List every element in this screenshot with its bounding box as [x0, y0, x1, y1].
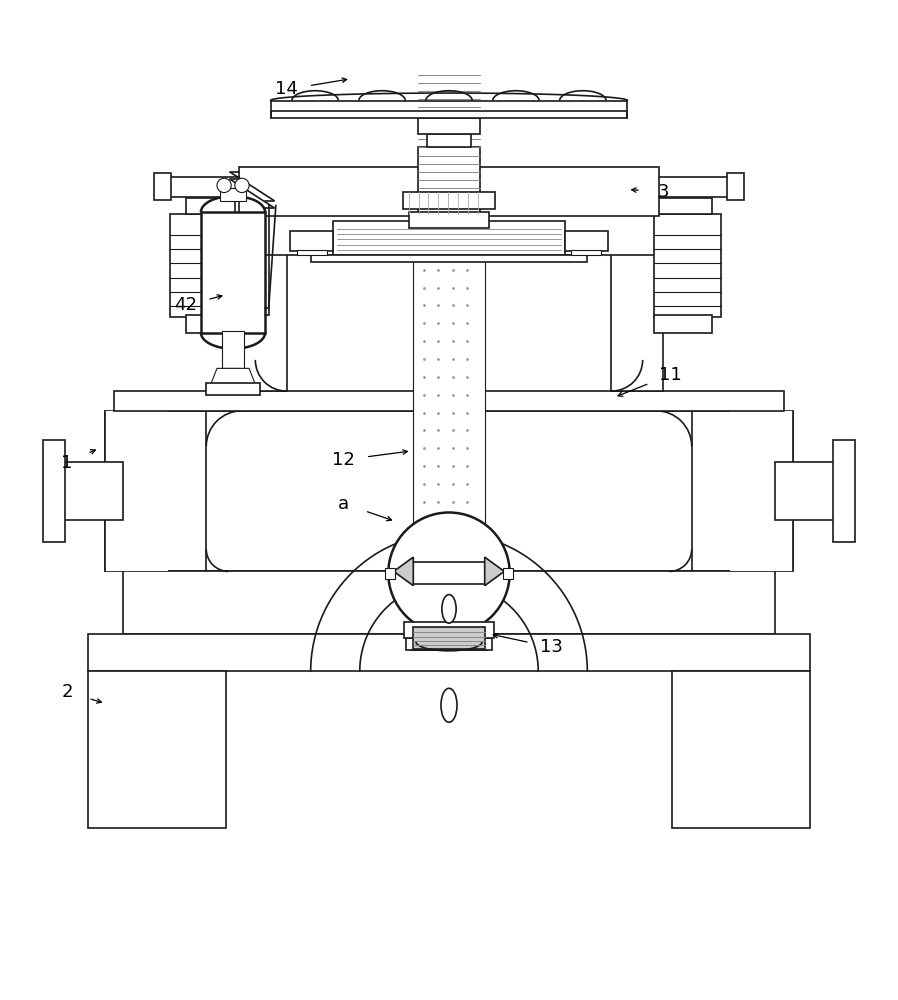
Bar	[565, 231, 608, 251]
Bar	[170, 214, 243, 317]
Polygon shape	[485, 557, 505, 586]
Bar	[270, 111, 628, 118]
Bar	[775, 462, 837, 520]
Text: a: a	[339, 495, 349, 513]
Circle shape	[388, 512, 510, 634]
Text: 1: 1	[61, 454, 73, 472]
Bar	[105, 411, 168, 571]
Bar	[418, 118, 480, 134]
Bar	[418, 147, 480, 214]
Bar	[404, 622, 494, 638]
Bar	[413, 627, 485, 649]
Circle shape	[234, 178, 249, 193]
Bar	[333, 221, 565, 255]
Bar	[123, 571, 775, 634]
Bar	[239, 167, 659, 216]
Bar	[655, 214, 721, 317]
Bar	[88, 671, 226, 828]
Ellipse shape	[441, 688, 457, 722]
Bar	[832, 440, 855, 542]
Bar	[406, 638, 492, 650]
Bar	[571, 250, 601, 255]
Bar	[88, 634, 810, 671]
Bar	[384, 568, 395, 579]
Bar	[655, 315, 712, 333]
Polygon shape	[393, 557, 413, 586]
Bar	[234, 214, 286, 391]
Bar	[61, 462, 123, 520]
Bar	[402, 192, 496, 209]
Bar	[186, 198, 234, 214]
Bar	[612, 214, 664, 391]
Bar	[413, 255, 485, 571]
Bar	[154, 173, 171, 200]
Bar	[114, 391, 784, 411]
Bar	[730, 411, 793, 571]
Bar	[655, 198, 712, 214]
Text: 12: 12	[332, 451, 355, 469]
Bar	[186, 315, 234, 333]
Bar	[409, 212, 489, 228]
Text: 11: 11	[659, 366, 682, 384]
Text: 42: 42	[174, 296, 198, 314]
Bar	[43, 440, 66, 542]
Bar	[503, 568, 514, 579]
Text: 13: 13	[541, 638, 563, 656]
Bar	[727, 173, 744, 200]
Bar	[220, 188, 246, 201]
Bar	[223, 331, 243, 368]
Text: 14: 14	[275, 80, 298, 98]
Bar	[201, 212, 265, 333]
Ellipse shape	[442, 595, 456, 623]
Bar	[105, 411, 793, 571]
Bar	[427, 134, 471, 147]
Text: 3: 3	[657, 183, 669, 201]
Bar	[413, 562, 485, 584]
Bar	[311, 255, 587, 262]
Circle shape	[217, 178, 232, 193]
Bar	[297, 250, 327, 255]
Bar	[234, 214, 664, 255]
Text: 2: 2	[61, 683, 73, 701]
Polygon shape	[211, 368, 255, 384]
Bar	[290, 231, 333, 251]
Bar	[672, 671, 810, 828]
Bar	[207, 383, 260, 395]
